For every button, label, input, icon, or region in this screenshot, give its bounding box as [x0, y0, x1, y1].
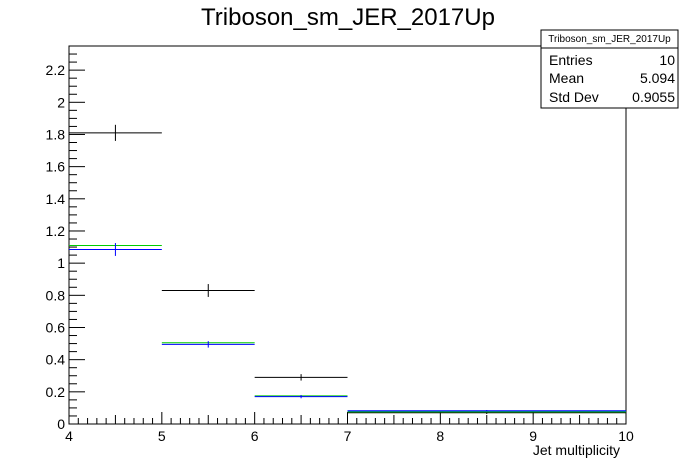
stats-value-mean: 5.094: [640, 70, 675, 86]
stats-label-std-dev: Std Dev: [549, 89, 599, 105]
stats-label-mean: Mean: [549, 70, 584, 86]
y-tick-label: 1.8: [46, 126, 66, 142]
y-tick-label: 0: [57, 416, 65, 432]
stats-label-entries: Entries: [549, 52, 593, 68]
x-tick-label: 4: [65, 428, 73, 444]
y-tick-label: 0.2: [46, 384, 66, 400]
stats-value-entries: 10: [659, 52, 675, 68]
stats-box-frame: [540, 29, 679, 109]
y-tick-label: 1.6: [46, 159, 66, 175]
series-layer: [69, 124, 626, 415]
axes: 4 5 6 7 8 9 10 0 0.2 0.4 0.6 0.8 1 1.2 1.4 1.6 1.8 2 2.2: [46, 45, 634, 444]
x-tick-label: 10: [618, 428, 634, 444]
y-tick-label: 2: [57, 94, 65, 110]
stats-box: Triboson_sm_JER_2017Up Entries 10 Mean 5…: [540, 29, 679, 109]
x-tick-label: 5: [158, 428, 166, 444]
stats-value-std-dev: 0.9055: [632, 89, 675, 105]
y-tick-label: 1.4: [46, 191, 66, 207]
y-tick-label: 1: [57, 255, 65, 271]
y-tick-label: 1.2: [46, 223, 66, 239]
y-tick-label: 0.4: [46, 352, 66, 368]
stats-box-title: Triboson_sm_JER_2017Up: [548, 34, 671, 45]
series-2: [69, 243, 626, 412]
y-tick-label: 0.8: [46, 287, 66, 303]
chart-title: Triboson_sm_JER_2017Up: [201, 4, 495, 31]
y-tick-label: 0.6: [46, 319, 66, 335]
y-tick-label: 2.2: [46, 62, 66, 78]
x-tick-label: 8: [436, 428, 444, 444]
x-axis-title: Jet multiplicity: [533, 442, 620, 458]
series-1: [69, 244, 626, 413]
x-tick-label: 7: [344, 428, 352, 444]
x-tick-label: 9: [529, 428, 537, 444]
series-0: [69, 124, 626, 415]
x-tick-label: 6: [251, 428, 259, 444]
